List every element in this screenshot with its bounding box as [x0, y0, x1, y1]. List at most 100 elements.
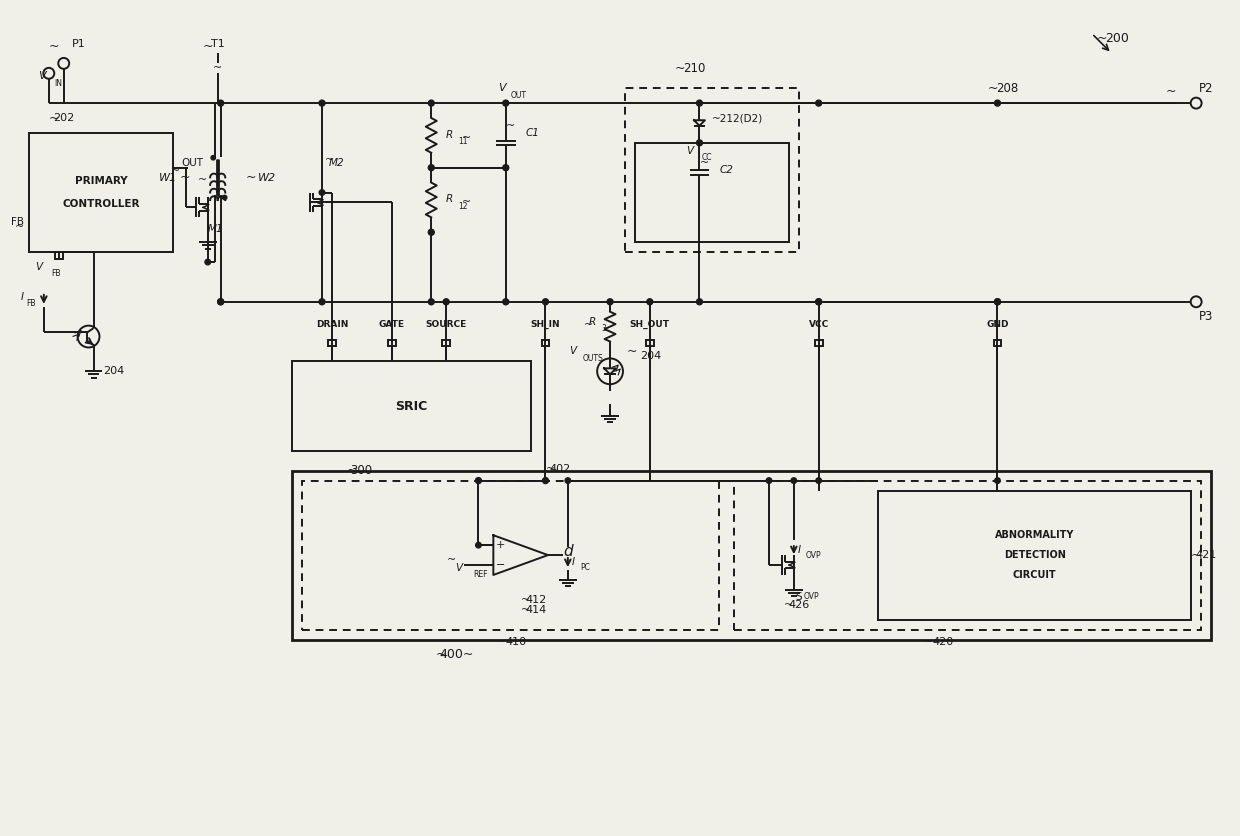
Circle shape	[647, 298, 652, 305]
Text: ~: ~	[346, 464, 357, 477]
Text: ~: ~	[446, 555, 456, 565]
Text: ~: ~	[626, 345, 637, 358]
Circle shape	[211, 155, 216, 160]
Text: 421: 421	[1195, 550, 1216, 560]
Text: W2: W2	[258, 172, 277, 182]
Text: d: d	[563, 543, 573, 558]
Text: 12: 12	[458, 202, 467, 211]
Text: SH_IN: SH_IN	[531, 320, 560, 329]
Circle shape	[502, 298, 508, 305]
Text: GATE: GATE	[378, 320, 404, 329]
Text: OUT: OUT	[511, 90, 527, 99]
Bar	[646, 339, 653, 346]
Text: M2: M2	[329, 158, 345, 168]
Text: C1: C1	[526, 128, 539, 138]
Text: 210: 210	[683, 62, 706, 75]
Circle shape	[475, 477, 481, 483]
Circle shape	[476, 543, 481, 548]
Circle shape	[608, 298, 613, 305]
Text: DETECTION: DETECTION	[1004, 550, 1065, 560]
Text: FB: FB	[51, 269, 61, 278]
Circle shape	[565, 478, 570, 483]
Text: SOURCE: SOURCE	[425, 320, 466, 329]
Text: ~: ~	[48, 111, 60, 125]
Text: ~: ~	[461, 133, 471, 143]
Circle shape	[319, 298, 325, 305]
Text: ~: ~	[506, 121, 516, 131]
Text: CC: CC	[702, 153, 712, 162]
Text: W1: W1	[159, 172, 177, 182]
Circle shape	[994, 478, 1001, 483]
Text: +: +	[496, 540, 505, 550]
Circle shape	[697, 100, 702, 106]
Circle shape	[994, 298, 1001, 305]
Text: IN: IN	[53, 79, 62, 88]
Text: OUT: OUT	[181, 158, 203, 168]
Text: S: S	[796, 592, 802, 602]
Bar	[388, 339, 396, 346]
Text: 402: 402	[549, 464, 572, 474]
Text: FB: FB	[26, 299, 36, 308]
Text: SRIC: SRIC	[396, 400, 428, 413]
Circle shape	[218, 298, 223, 305]
Text: ~: ~	[675, 62, 684, 75]
Text: 300: 300	[351, 464, 373, 477]
Text: R: R	[445, 195, 453, 205]
Bar	[635, 143, 789, 242]
Circle shape	[816, 298, 822, 305]
Circle shape	[502, 100, 508, 106]
Text: ~: ~	[202, 40, 213, 53]
Circle shape	[222, 196, 227, 200]
Text: ~: ~	[584, 319, 593, 329]
Text: ~: ~	[171, 166, 181, 176]
Text: ~: ~	[180, 171, 190, 184]
Text: ~: ~	[546, 464, 556, 474]
Text: ~: ~	[461, 197, 471, 207]
Text: ~: ~	[699, 158, 709, 168]
Text: ~: ~	[1190, 548, 1202, 562]
Text: 11: 11	[458, 137, 467, 146]
Text: ~: ~	[496, 636, 506, 646]
Circle shape	[218, 100, 223, 106]
Text: V: V	[686, 145, 693, 155]
Circle shape	[697, 140, 702, 145]
Text: R: R	[589, 317, 595, 327]
Text: 3: 3	[601, 324, 606, 333]
Circle shape	[543, 477, 548, 483]
Bar	[293, 471, 1211, 640]
Circle shape	[443, 298, 449, 305]
Circle shape	[543, 298, 548, 305]
Bar	[55, 252, 63, 259]
Text: ~: ~	[15, 222, 24, 232]
Circle shape	[205, 259, 211, 265]
Circle shape	[319, 100, 325, 106]
Bar	[734, 481, 1202, 630]
Text: ~: ~	[521, 594, 531, 604]
Bar	[878, 491, 1192, 619]
Text: R: R	[445, 130, 453, 140]
Bar	[443, 339, 450, 346]
Circle shape	[319, 190, 325, 196]
Text: 200: 200	[1105, 32, 1128, 45]
Text: OVP: OVP	[804, 592, 820, 601]
Text: 204: 204	[640, 351, 661, 361]
Text: 202: 202	[53, 113, 74, 123]
Text: ~: ~	[521, 604, 531, 614]
Bar	[303, 481, 719, 630]
Circle shape	[816, 478, 821, 483]
Circle shape	[766, 478, 771, 483]
Text: V: V	[35, 262, 42, 272]
Text: DRAIN: DRAIN	[316, 320, 348, 329]
Text: SH_OUT: SH_OUT	[630, 320, 670, 329]
Text: PC: PC	[580, 563, 590, 573]
Text: M1: M1	[208, 224, 223, 234]
Text: ~: ~	[784, 599, 794, 609]
Text: VCC: VCC	[808, 320, 828, 329]
Text: CONTROLLER: CONTROLLER	[62, 200, 140, 210]
Bar	[293, 361, 531, 451]
Circle shape	[791, 478, 796, 483]
Text: ~: ~	[1166, 84, 1177, 98]
Bar	[993, 339, 1002, 346]
Text: V: V	[38, 71, 46, 81]
Circle shape	[994, 100, 1001, 106]
